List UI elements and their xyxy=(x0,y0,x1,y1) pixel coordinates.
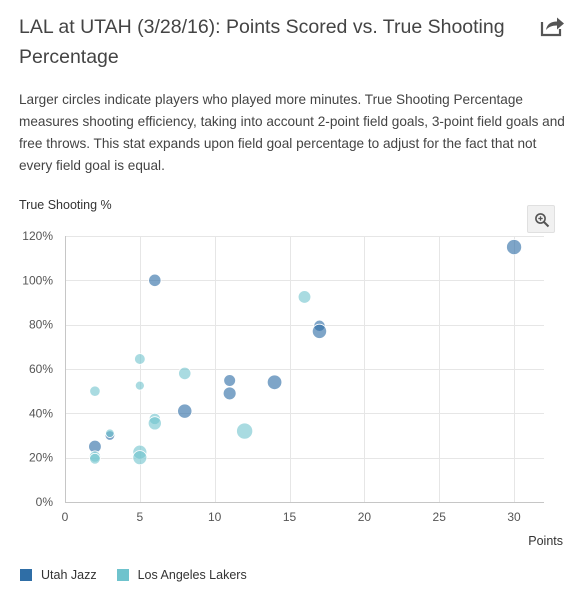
data-point-los-angeles-lakers[interactable] xyxy=(297,290,312,304)
x-axis-label: Points xyxy=(528,534,563,548)
legend-swatch-los-angeles-lakers xyxy=(116,569,129,581)
zoom-button[interactable] xyxy=(527,205,555,233)
data-point-utah-jazz[interactable] xyxy=(223,374,236,387)
data-point-los-angeles-lakers[interactable] xyxy=(134,380,145,391)
x-tick-label: 20 xyxy=(358,510,372,524)
data-point-los-angeles-lakers[interactable] xyxy=(89,453,101,465)
x-tick-label: 10 xyxy=(208,510,222,524)
y-tick-label: 80% xyxy=(29,318,53,332)
legend-label-los-angeles-lakers: Los Angeles Lakers xyxy=(137,568,247,582)
y-tick-label: 100% xyxy=(22,273,53,287)
x-tick-label: 0 xyxy=(62,510,69,524)
x-tick-label: 25 xyxy=(433,510,447,524)
data-point-los-angeles-lakers[interactable] xyxy=(89,385,101,397)
x-tick-label: 5 xyxy=(137,510,144,524)
y-tick-label: 120% xyxy=(22,229,53,243)
y-tick-label: 20% xyxy=(29,451,53,465)
data-point-los-angeles-lakers[interactable] xyxy=(147,416,162,431)
legend-item-utah-jazz[interactable]: Utah Jazz xyxy=(20,568,97,582)
legend-label-utah-jazz: Utah Jazz xyxy=(41,568,97,582)
data-point-utah-jazz[interactable] xyxy=(222,386,237,401)
chart-title: LAL at UTAH (3/28/16): Points Scored vs.… xyxy=(19,16,505,68)
legend-swatch-utah-jazz xyxy=(20,569,32,581)
legend-item-los-angeles-lakers[interactable]: Los Angeles Lakers xyxy=(116,568,247,582)
data-point-utah-jazz[interactable] xyxy=(506,239,523,256)
y-tick-label: 40% xyxy=(29,406,53,420)
data-point-utah-jazz[interactable] xyxy=(311,323,328,339)
data-point-los-angeles-lakers[interactable] xyxy=(134,353,146,365)
data-point-utah-jazz[interactable] xyxy=(266,374,283,390)
share-button[interactable] xyxy=(540,15,566,37)
y-tick-label: 60% xyxy=(29,362,53,376)
data-point-utah-jazz[interactable] xyxy=(148,273,162,287)
data-point-los-angeles-lakers[interactable] xyxy=(132,450,148,466)
legend: Utah Jazz Los Angeles Lakers xyxy=(20,568,267,582)
y-axis-label: True Shooting % xyxy=(19,198,112,212)
data-point-utah-jazz[interactable] xyxy=(177,403,193,419)
data-point-los-angeles-lakers[interactable] xyxy=(105,428,115,438)
y-tick-label: 0% xyxy=(36,495,54,509)
zoom-in-icon xyxy=(535,213,550,228)
x-tick-label: 15 xyxy=(283,510,297,524)
data-point-los-angeles-lakers[interactable] xyxy=(236,422,254,440)
chart-description: Larger circles indicate players who play… xyxy=(19,92,565,173)
x-tick-label: 30 xyxy=(507,510,521,524)
data-point-los-angeles-lakers[interactable] xyxy=(178,366,192,381)
share-icon xyxy=(540,17,564,37)
